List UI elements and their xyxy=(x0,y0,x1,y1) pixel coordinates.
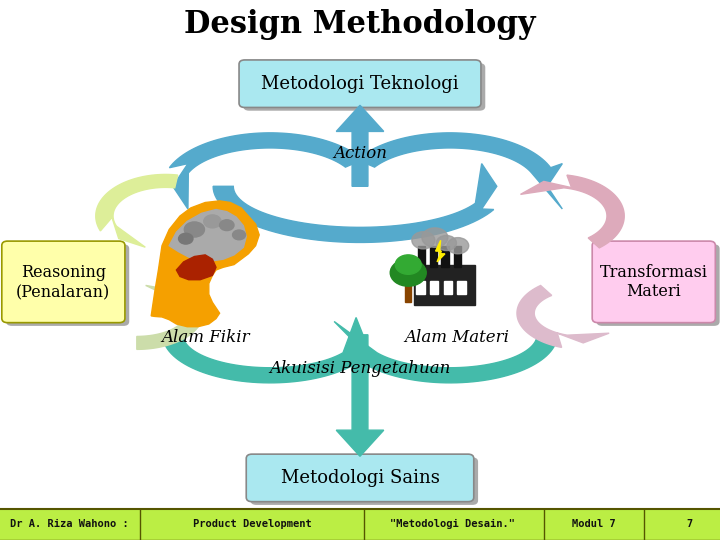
Circle shape xyxy=(184,222,204,237)
FancyBboxPatch shape xyxy=(239,60,481,107)
Bar xyxy=(416,281,425,294)
Bar xyxy=(454,246,461,267)
Polygon shape xyxy=(357,133,562,209)
Text: Akuisisi Pengetahuan: Akuisisi Pengetahuan xyxy=(269,360,451,377)
Text: 7: 7 xyxy=(686,519,692,529)
Circle shape xyxy=(422,228,448,247)
Bar xyxy=(430,281,438,294)
Circle shape xyxy=(436,235,456,251)
Polygon shape xyxy=(213,164,497,242)
Bar xyxy=(441,246,449,267)
Circle shape xyxy=(204,215,221,228)
Text: Transformasi
Materi: Transformasi Materi xyxy=(600,264,708,300)
Polygon shape xyxy=(169,133,363,209)
Circle shape xyxy=(395,255,421,274)
Circle shape xyxy=(233,230,246,240)
Text: Product Development: Product Development xyxy=(193,519,311,529)
Text: Dr A. Riza Wahono :: Dr A. Riza Wahono : xyxy=(11,519,129,529)
Text: Reasoning
(Penalaran): Reasoning (Penalaran) xyxy=(17,264,110,300)
FancyBboxPatch shape xyxy=(6,244,130,326)
Bar xyxy=(414,265,475,305)
FancyBboxPatch shape xyxy=(251,457,478,505)
Bar xyxy=(418,246,425,267)
Polygon shape xyxy=(137,286,203,349)
Text: "Metodologi Desain.": "Metodologi Desain." xyxy=(390,519,515,529)
Text: Modul 7: Modul 7 xyxy=(572,519,616,529)
Bar xyxy=(405,281,411,302)
Polygon shape xyxy=(436,240,445,262)
Polygon shape xyxy=(169,210,246,261)
Text: Action: Action xyxy=(333,145,387,163)
FancyBboxPatch shape xyxy=(246,454,474,502)
FancyBboxPatch shape xyxy=(1,241,125,322)
Polygon shape xyxy=(517,286,609,347)
Circle shape xyxy=(220,220,234,231)
Polygon shape xyxy=(163,318,366,383)
Circle shape xyxy=(447,238,469,254)
Text: Design Methodology: Design Methodology xyxy=(184,9,536,40)
Circle shape xyxy=(390,259,426,286)
FancyBboxPatch shape xyxy=(596,244,720,326)
FancyBboxPatch shape xyxy=(243,63,485,111)
Text: Alam Fikir: Alam Fikir xyxy=(161,329,250,346)
Polygon shape xyxy=(336,105,384,186)
Polygon shape xyxy=(521,175,624,248)
Circle shape xyxy=(412,232,435,249)
Circle shape xyxy=(179,233,193,244)
Text: Metodologi Sains: Metodologi Sains xyxy=(281,469,439,487)
Bar xyxy=(0,509,720,540)
Polygon shape xyxy=(176,255,216,280)
Bar xyxy=(430,246,437,267)
Bar xyxy=(457,281,466,294)
FancyBboxPatch shape xyxy=(593,241,716,322)
Polygon shape xyxy=(334,321,557,383)
Polygon shape xyxy=(96,174,178,247)
Text: Metodologi Teknologi: Metodologi Teknologi xyxy=(261,75,459,93)
Polygon shape xyxy=(151,201,259,327)
Text: Alam Materi: Alam Materi xyxy=(405,329,510,346)
Bar xyxy=(444,281,452,294)
Polygon shape xyxy=(336,335,384,456)
